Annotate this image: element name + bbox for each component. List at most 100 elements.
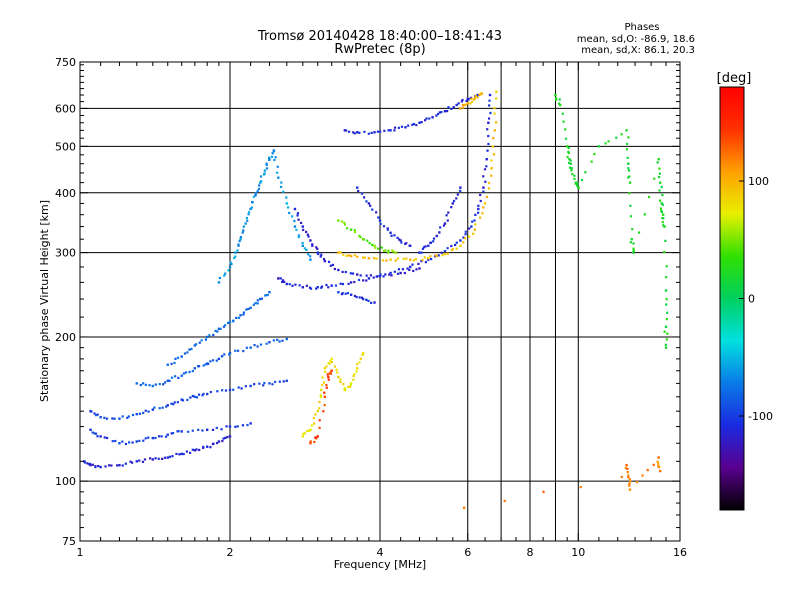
data-point bbox=[641, 474, 644, 477]
data-point bbox=[329, 359, 332, 363]
data-point bbox=[657, 465, 661, 469]
data-point bbox=[239, 237, 242, 241]
data-point bbox=[178, 453, 181, 456]
data-point bbox=[253, 344, 256, 347]
data-point bbox=[570, 167, 573, 170]
data-point bbox=[468, 227, 471, 230]
data-point bbox=[483, 202, 487, 205]
data-point bbox=[435, 114, 438, 117]
data-point bbox=[143, 458, 147, 461]
data-point bbox=[643, 213, 646, 216]
data-point bbox=[205, 428, 209, 432]
data-point bbox=[204, 338, 208, 341]
data-point bbox=[94, 465, 97, 468]
data-point bbox=[483, 168, 487, 171]
data-point bbox=[249, 207, 252, 211]
data-point bbox=[187, 430, 190, 433]
data-point bbox=[415, 124, 418, 127]
data-point bbox=[245, 308, 248, 311]
data-point bbox=[380, 246, 383, 249]
data-point bbox=[158, 407, 161, 410]
data-point bbox=[127, 415, 131, 418]
data-point bbox=[459, 244, 462, 247]
data-point bbox=[396, 272, 400, 275]
data-point bbox=[339, 380, 342, 384]
data-point bbox=[262, 384, 265, 387]
data-point bbox=[252, 195, 255, 198]
data-point bbox=[316, 435, 319, 438]
data-point bbox=[272, 339, 275, 342]
data-point bbox=[400, 241, 403, 244]
data-point bbox=[127, 441, 131, 444]
data-point bbox=[389, 258, 392, 261]
data-point bbox=[353, 230, 357, 234]
data-point bbox=[487, 117, 491, 120]
data-point bbox=[209, 446, 212, 449]
axis-ticks: 1 2 4 6 8 10 16 75 100 200 300 400 500 600 750 bbox=[55, 56, 687, 559]
data-point bbox=[307, 235, 310, 238]
data-point bbox=[285, 337, 288, 341]
data-point bbox=[341, 270, 344, 274]
data-point bbox=[584, 171, 587, 174]
data-point bbox=[223, 353, 226, 356]
data-point bbox=[253, 383, 256, 386]
data-point bbox=[355, 370, 358, 373]
data-point bbox=[285, 282, 288, 286]
data-point bbox=[348, 385, 352, 388]
data-point bbox=[394, 259, 397, 262]
data-point bbox=[276, 165, 279, 168]
data-point bbox=[247, 307, 250, 311]
data-point bbox=[312, 416, 315, 420]
data-point bbox=[325, 386, 328, 389]
data-point bbox=[493, 112, 496, 115]
data-point bbox=[343, 223, 347, 226]
data-point bbox=[345, 254, 348, 257]
data-point bbox=[625, 148, 628, 151]
data-point bbox=[451, 202, 455, 205]
data-point bbox=[579, 486, 582, 489]
data-point bbox=[427, 244, 430, 247]
data-point bbox=[573, 177, 576, 181]
data-point bbox=[309, 287, 313, 290]
data-point bbox=[221, 439, 224, 443]
data-point bbox=[94, 414, 98, 417]
data-point bbox=[93, 412, 96, 415]
data-point bbox=[295, 228, 298, 231]
data-point bbox=[414, 258, 418, 261]
data-point bbox=[241, 231, 244, 234]
data-point bbox=[217, 327, 221, 331]
data-point bbox=[321, 376, 324, 379]
data-point bbox=[389, 271, 392, 275]
data-point bbox=[337, 251, 340, 254]
data-point bbox=[662, 217, 665, 220]
data-point bbox=[569, 162, 572, 165]
data-point bbox=[353, 229, 356, 232]
data-point bbox=[242, 313, 245, 316]
data-point bbox=[431, 116, 434, 119]
data-point bbox=[443, 110, 447, 113]
data-point bbox=[322, 410, 325, 413]
data-point bbox=[382, 249, 386, 252]
data-point bbox=[227, 321, 230, 325]
data-point bbox=[452, 199, 456, 203]
data-point bbox=[342, 382, 345, 386]
data-point bbox=[314, 436, 317, 439]
data-point bbox=[177, 376, 180, 380]
data-point bbox=[660, 202, 663, 205]
data-point bbox=[220, 355, 224, 358]
data-point bbox=[666, 311, 669, 314]
data-point bbox=[239, 314, 242, 317]
data-point bbox=[258, 184, 261, 187]
data-point bbox=[657, 175, 661, 179]
data-point bbox=[124, 462, 127, 465]
data-point bbox=[166, 404, 169, 407]
data-point bbox=[308, 429, 311, 432]
data-point bbox=[666, 332, 669, 335]
data-point bbox=[322, 257, 326, 261]
data-point bbox=[147, 410, 150, 413]
data-point bbox=[135, 460, 138, 463]
data-point bbox=[180, 374, 183, 377]
data-point bbox=[93, 432, 96, 435]
data-point bbox=[323, 404, 326, 407]
x-tick-label: 10 bbox=[571, 546, 585, 559]
